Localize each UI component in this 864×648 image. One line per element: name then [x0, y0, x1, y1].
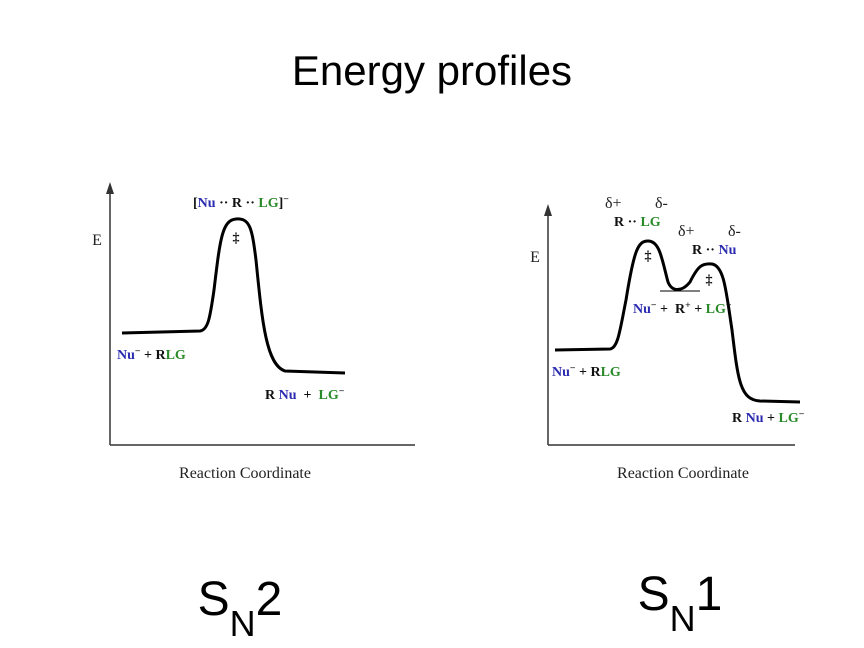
- text-segment: LG: [319, 388, 339, 403]
- x-axis-label: Reaction Coordinate: [179, 465, 311, 482]
- text-segment: R: [232, 196, 243, 211]
- axis-arrow: [106, 182, 114, 194]
- text-segment: + R: [657, 302, 686, 317]
- transition-state: [Nu ·· R ·· LG]−: [193, 194, 289, 212]
- text-segment: −: [651, 300, 657, 311]
- ts2-mark: ‡: [706, 273, 713, 288]
- text-segment: LG: [258, 196, 278, 211]
- text-segment: N: [230, 603, 256, 644]
- text-segment: R: [614, 215, 625, 230]
- text-segment: Nu: [633, 302, 651, 317]
- products: R Nu + LG−: [732, 409, 805, 427]
- text-segment: −: [135, 346, 141, 357]
- intermediate: Nu− + R+ + LG−: [633, 300, 732, 318]
- caption: SN1: [638, 568, 723, 639]
- text-segment: ··: [216, 196, 232, 211]
- text-segment: +: [691, 302, 706, 317]
- text-segment: −: [726, 300, 732, 311]
- text-segment: N: [670, 598, 696, 639]
- text-segment: LG: [779, 411, 799, 426]
- text-segment: ··: [624, 215, 640, 230]
- text-segment: −: [339, 386, 345, 397]
- partial-negative: δ-: [728, 223, 741, 240]
- text-segment: R: [265, 388, 279, 403]
- text-segment: ··: [242, 196, 258, 211]
- text-segment: −: [570, 363, 576, 374]
- text-segment: LG: [640, 215, 660, 230]
- text-segment: +: [685, 300, 691, 311]
- y-axis-label: E: [92, 232, 102, 249]
- reactants: Nu− + RLG: [117, 346, 186, 364]
- text-segment: [: [193, 196, 198, 211]
- caption: SN2: [198, 573, 283, 644]
- text-segment: Nu: [746, 411, 764, 426]
- sn1-diagram: E Reaction Coordinate δ+ δ- R ·· LG ‡ δ+…: [530, 195, 805, 482]
- partial-positive: δ+: [605, 195, 622, 212]
- text-segment: Nu: [279, 388, 297, 403]
- text-segment: Nu: [198, 196, 216, 211]
- text-segment: −: [799, 409, 805, 420]
- text-segment: Nu: [552, 365, 570, 380]
- ts1: R ·· LG: [614, 215, 661, 230]
- text-segment: S: [198, 573, 230, 626]
- text-segment: +: [764, 411, 779, 426]
- energy-curve: [121, 217, 346, 375]
- text-segment: LG: [706, 302, 726, 317]
- ts-mark: ‡: [233, 231, 240, 246]
- energy-curve: [554, 239, 801, 404]
- text-segment: Nu: [117, 348, 135, 363]
- axis-arrow: [544, 204, 552, 216]
- text-segment: LG: [166, 348, 186, 363]
- text-segment: R: [732, 411, 746, 426]
- text-segment: 1: [696, 568, 723, 621]
- slide-title: Energy profiles: [292, 47, 572, 94]
- text-segment: S: [638, 568, 670, 621]
- x-axis-label: Reaction Coordinate: [617, 465, 749, 482]
- axes: [547, 210, 795, 446]
- text-segment: LG: [601, 365, 621, 380]
- partial-positive: δ+: [678, 223, 695, 240]
- ts1-mark: ‡: [645, 249, 652, 264]
- ts2: R ·· Nu: [692, 243, 737, 258]
- text-segment: Nu: [718, 243, 736, 258]
- text-segment: −: [283, 194, 289, 205]
- text-segment: + R: [141, 348, 167, 363]
- reactants: Nu− + RLG: [552, 363, 621, 381]
- text-segment: +: [297, 388, 319, 403]
- products: R Nu + LG−: [265, 386, 345, 404]
- axes: [109, 188, 415, 446]
- text-segment: 2: [256, 573, 283, 626]
- text-segment: ]: [279, 196, 284, 211]
- sn2-diagram: E Reaction Coordinate [Nu ·· R ·· LG]− ‡…: [92, 182, 415, 482]
- y-axis-label: E: [530, 249, 540, 266]
- text-segment: R: [692, 243, 703, 258]
- partial-negative: δ-: [655, 195, 668, 212]
- text-segment: + R: [576, 365, 602, 380]
- text-segment: ··: [702, 243, 718, 258]
